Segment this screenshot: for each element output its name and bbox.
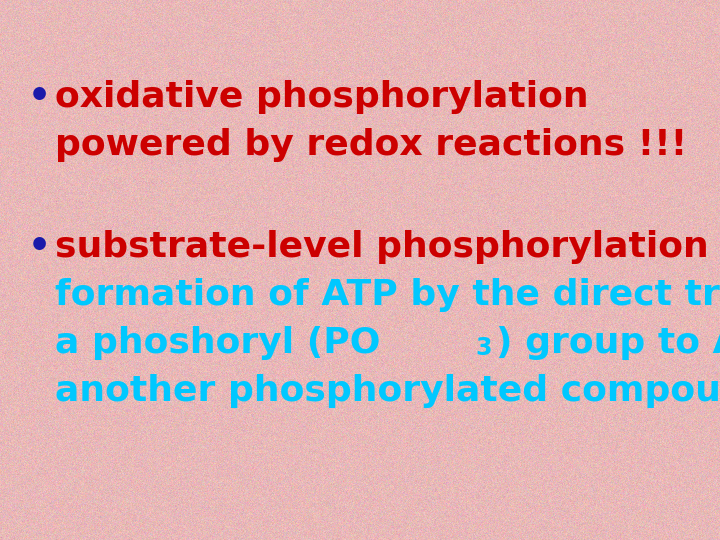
Text: •: • [28,80,51,114]
Text: formation of ATP by the direct transfer of: formation of ATP by the direct transfer … [55,278,720,312]
Text: a phoshoryl (PO: a phoshoryl (PO [55,326,380,360]
Text: 3: 3 [475,336,492,360]
Text: powered by redox reactions !!!: powered by redox reactions !!! [55,128,688,162]
Text: •: • [28,230,51,264]
Text: oxidative phosphorylation: oxidative phosphorylation [55,80,589,114]
Text: substrate-level phosphorylation: substrate-level phosphorylation [55,230,708,264]
Text: another phosphorylated compound.: another phosphorylated compound. [55,374,720,408]
Text: ) group to ADP  from: ) group to ADP from [496,326,720,360]
